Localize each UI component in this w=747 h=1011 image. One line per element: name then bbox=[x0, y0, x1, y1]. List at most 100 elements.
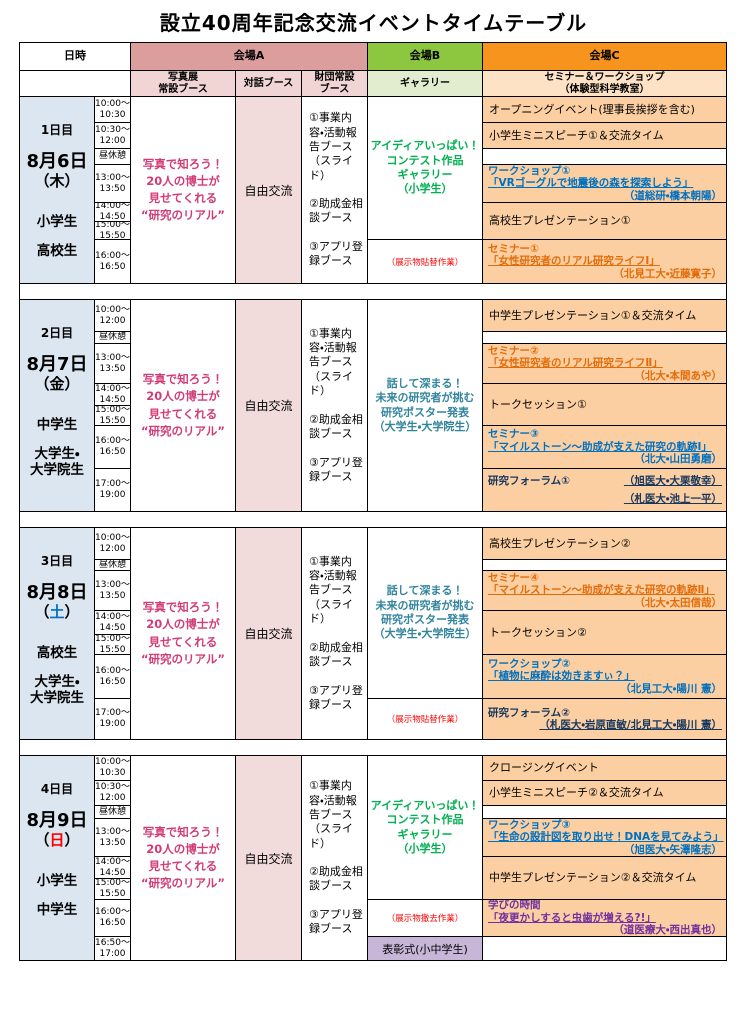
time-slot-cell: 10:30～ 12:00 bbox=[95, 123, 131, 149]
event-line: （北大・太田信哉） bbox=[634, 596, 722, 609]
event-line: （札医大・岩原直敏/北見工大・陽川 憲） bbox=[539, 719, 722, 731]
header-venue-b: 会場B bbox=[368, 43, 483, 71]
time-slot-cell: 16:50～ 17:00 bbox=[95, 937, 131, 961]
time-slot-cell: 10:00～ 12:00 bbox=[95, 300, 131, 332]
venue-b-column: アイディアいっぱい！ コンテスト作品 ギャラリー （小学生） （展示物貼替作業） bbox=[368, 97, 483, 284]
event-cell: セミナー④ 「マイルストーン～助成が支えた研究の軌跡Ⅱ」 （北大・太田信哉） bbox=[483, 571, 727, 611]
timetable: 日時 会場A 会場B 会場C 写真展 常設ブース 対話ブース 財団常設 ブース ギャラリー セミ… bbox=[19, 42, 727, 961]
time-slot-cell: 14:00～ 14:50 bbox=[95, 203, 131, 222]
event-cell: ワークショップ③ 「生命の設計図を取り出せ！DNAを見てみよう」 （旭医大・矢澤隆志… bbox=[483, 819, 727, 857]
lunch-break-cell: 昼休憩 bbox=[95, 332, 131, 344]
day-column: 4日目 8月9日 （日） 小学生 中学生 bbox=[20, 756, 95, 961]
event-line: セミナー④ bbox=[488, 571, 539, 584]
award-ceremony-cell: 表彰式(小中学生) bbox=[368, 937, 483, 961]
sub-header-foundation-booth: 財団常設 ブース bbox=[302, 71, 368, 97]
event-line: （北大・本間あや） bbox=[634, 369, 722, 382]
event-line: 「VRゴーグルで地震後の森を探索しよう」 bbox=[488, 177, 694, 190]
day-block-3: 3日目 8月8日 （土） 高校生 大学生・ 大学院生 10:00～ 12:00 昼休憩 13:… bbox=[19, 528, 727, 740]
date-label: 8月6日 bbox=[26, 151, 88, 172]
day-block-1: 1日目 8月6日 （木） 小学生 高校生 10:00～ 10:30 10:30～ 12:00… bbox=[19, 97, 727, 284]
sub-header-seminar-workshop: セミナー＆ワークショップ （体験型科学教室） bbox=[483, 71, 727, 97]
time-slot-cell: 14:00～ 14:50 bbox=[95, 611, 131, 635]
weekday-label: （金） bbox=[34, 375, 80, 393]
empty-cell bbox=[483, 806, 727, 819]
day-column: 3日目 8月8日 （土） 高校生 大学生・ 大学院生 bbox=[20, 528, 95, 740]
audience-label: 中学生 bbox=[36, 416, 78, 433]
audience-label: 中学生 bbox=[36, 901, 78, 918]
event-cell: 研究フォーラム② （札医大・岩原直敏/北見工大・陽川 憲） bbox=[483, 699, 727, 740]
block-gap bbox=[19, 740, 727, 756]
gallery-contest-cell: アイディアいっぱい！ コンテスト作品 ギャラリー （小学生） bbox=[368, 756, 483, 900]
audience-label: 小学生 bbox=[36, 872, 78, 889]
exhibit-work-note-cell: （展示物貼替作業） bbox=[368, 240, 483, 284]
event-line: ワークショップ② bbox=[488, 657, 571, 670]
day-block-4: 4日目 8月9日 （日） 小学生 中学生 10:00～ 10:30 10:30～ 12:00… bbox=[19, 756, 727, 961]
header-row-venues: 日時 会場A 会場B 会場C bbox=[19, 43, 727, 71]
audience-label: 小学生 bbox=[36, 213, 78, 230]
venue-b-column: アイディアいっぱい！ コンテスト作品 ギャラリー （小学生） （展示物撤去作業）表… bbox=[368, 756, 483, 961]
audience-label: 大学生・ 大学院生 bbox=[30, 673, 84, 706]
event-line: セミナー② bbox=[488, 344, 539, 357]
day-block-2: 2日目 8月7日 （金） 中学生 大学生・ 大学院生 10:00～ 12:00 昼休憩 13:… bbox=[19, 300, 727, 512]
venue-b-column: 話して深まる！ 未来の研究者が挑む 研究ポスター発表 （大学生・大学院生） bbox=[368, 300, 483, 512]
empty-cell bbox=[483, 560, 727, 571]
day-info-cell: 2日目 8月7日 （金） 中学生 大学生・ 大学院生 bbox=[20, 300, 95, 512]
event-cell: ワークショップ① 「VRゴーグルで地震後の森を探索しよう」 （道総研・橋本朝陽） bbox=[483, 165, 727, 203]
audience-labels: 小学生 高校生 bbox=[37, 214, 78, 259]
audience-label: 大学生・ 大学院生 bbox=[30, 445, 84, 478]
event-line: ワークショップ① bbox=[488, 165, 571, 177]
venue-b-column: 話して深まる！ 未来の研究者が挑む 研究ポスター発表 （大学生・大学院生） （展示… bbox=[368, 528, 483, 740]
poster-session-cell: 話して深まる！ 未来の研究者が挑む 研究ポスター発表 （大学生・大学院生） bbox=[368, 528, 483, 699]
lunch-break-cell: 昼休憩 bbox=[95, 806, 131, 819]
day-column: 2日目 8月7日 （金） 中学生 大学生・ 大学院生 bbox=[20, 300, 95, 512]
audience-labels: 中学生大学生・ 大学院生 bbox=[30, 417, 84, 479]
dialog-booth-column: 自由交流 bbox=[236, 97, 302, 284]
header-datetime: 日時 bbox=[20, 43, 131, 71]
event-line: 「女性研究者のリアル研究ライフⅡ」 bbox=[488, 357, 663, 370]
photo-booth-column: 写真で知ろう！ 20人の博士が 見せてくれる “研究のリアル” bbox=[131, 97, 236, 284]
audience-label: 高校生 bbox=[36, 242, 78, 259]
foundation-booth-column: ①事業内 容・活動報 告ブース （スライド） ②助成金相 談ブース ③アプリ登 … bbox=[302, 300, 368, 512]
dialog-booth-cell: 自由交流 bbox=[236, 528, 302, 740]
header-venue-c: 会場C bbox=[483, 43, 727, 71]
weekday-label: （木） bbox=[34, 172, 80, 190]
event-line: （道医療大・西出真也） bbox=[613, 924, 722, 937]
event-cell: 高校生プレゼンテーション② bbox=[483, 528, 727, 560]
time-slot-cell: 15:00～ 15:50 bbox=[95, 635, 131, 655]
foundation-booth-cell: ①事業内 容・活動報 告ブース （スライド） ②助成金相 談ブース ③アプリ登 … bbox=[302, 756, 368, 961]
dialog-booth-column: 自由交流 bbox=[236, 756, 302, 961]
event-line: 「マイルストーン～助成が支えた研究の軌跡Ⅰ」 bbox=[488, 440, 712, 453]
block-gap bbox=[19, 512, 727, 528]
event-line: （北見工大・近藤寛子） bbox=[613, 267, 722, 280]
event-line: （道総研・橋本朝陽） bbox=[623, 189, 722, 202]
time-slot-cell: 16:00～ 16:50 bbox=[95, 900, 131, 937]
audience-labels: 小学生 中学生 bbox=[37, 873, 78, 918]
photo-booth-cell: 写真で知ろう！ 20人の博士が 見せてくれる “研究のリアル” bbox=[131, 300, 236, 512]
event-cell: オープニングイベント(理事長挨拶を含む) bbox=[483, 97, 727, 123]
weekday-label: （土） bbox=[34, 603, 80, 621]
sub-header-photo-booth: 写真展 常設ブース bbox=[131, 71, 236, 97]
time-slot-cell: 16:00～ 16:50 bbox=[95, 240, 131, 284]
event-line: 「夜更かしすると虫歯が増える?!」 bbox=[488, 911, 656, 924]
day-column: 1日目 8月6日 （木） 小学生高校生 bbox=[20, 97, 95, 284]
exhibit-work-note-cell: （展示物貼替作業） bbox=[368, 699, 483, 740]
day-number-label: 4日目 bbox=[40, 782, 74, 796]
day-info-cell: 3日目 8月8日 （土） 高校生 大学生・ 大学院生 bbox=[20, 528, 95, 740]
foundation-booth-column: ①事業内 容・活動報 告ブース （スライド） ②助成金相 談ブース ③アプリ登 … bbox=[302, 756, 368, 961]
event-line: （札医大・池上一平） bbox=[623, 493, 722, 505]
event-cell: 小学生ミニスピーチ①＆交流タイム bbox=[483, 123, 727, 149]
dialog-booth-column: 自由交流 bbox=[236, 528, 302, 740]
photo-booth-cell: 写真で知ろう！ 20人の博士が 見せてくれる “研究のリアル” bbox=[131, 528, 236, 740]
event-cell: 研究フォーラム① （旭医大・大栗敬幸） （札医大・池上一平） bbox=[483, 469, 727, 512]
event-line: （北大・山田勇磨） bbox=[634, 453, 722, 466]
event-cell: 中学生プレゼンテーション②＆交流タイム bbox=[483, 857, 727, 900]
dialog-booth-column: 自由交流 bbox=[236, 300, 302, 512]
time-slot-cell: 13:00～ 13:50 bbox=[95, 344, 131, 384]
day-number-label: 1日目 bbox=[40, 123, 74, 137]
time-slot-cell: 13:00～ 13:50 bbox=[95, 819, 131, 857]
photo-booth-column: 写真で知ろう！ 20人の博士が 見せてくれる “研究のリアル” bbox=[131, 300, 236, 512]
event-cell: セミナー② 「女性研究者のリアル研究ライフⅡ」 （北大・本間あや） bbox=[483, 344, 727, 384]
venue-c-column: 中学生プレゼンテーション①＆交流タイム セミナー② 「女性研究者のリアル研究ライフⅡ… bbox=[483, 300, 727, 512]
time-slot-cell: 10:00～ 10:30 bbox=[95, 756, 131, 781]
foundation-booth-column: ①事業内 容・活動報 告ブース （スライド） ②助成金相 談ブース ③アプリ登 … bbox=[302, 97, 368, 284]
